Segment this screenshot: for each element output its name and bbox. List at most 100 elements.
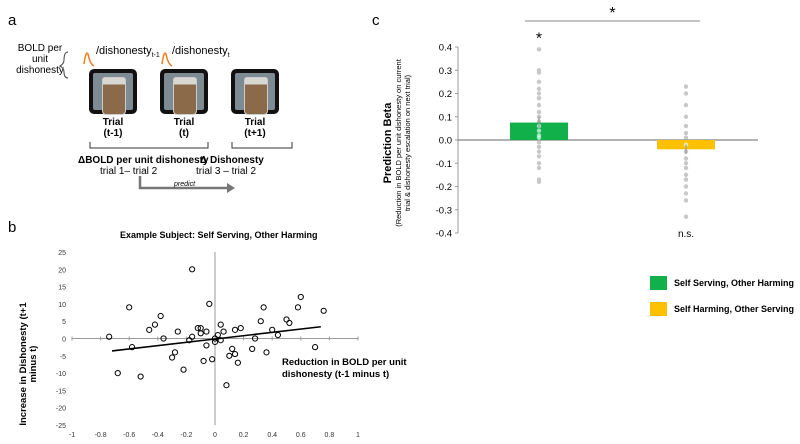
- y-tick-label: -0.2: [436, 182, 452, 193]
- predict-arrow: [138, 176, 230, 190]
- scatter-point: [251, 335, 259, 342]
- y-tick-label: -15: [56, 388, 66, 395]
- x-tick-label: -1: [69, 432, 75, 439]
- x-tick-label: 1: [356, 432, 360, 439]
- scatter-point: [214, 331, 221, 339]
- data-dot: [536, 109, 542, 115]
- data-dot: [683, 123, 689, 129]
- data-dot: [683, 156, 689, 161]
- brackets-and-arrow: [89, 142, 293, 193]
- scatter-point: [260, 304, 267, 311]
- scatter-point: [294, 304, 302, 311]
- scatter-point: [200, 357, 207, 365]
- x-tick-label: -0.6: [123, 432, 135, 439]
- significance-star-top: *: [609, 5, 615, 22]
- bracket-delta-dishonesty: [231, 142, 293, 149]
- x-tick-label: -0.2: [180, 432, 192, 439]
- scatter-point: [263, 349, 270, 356]
- hrf-curve-current: [161, 52, 173, 67]
- scatter-point: [312, 344, 319, 351]
- scatter-point: [217, 321, 224, 328]
- x-tick-label: -0.8: [95, 432, 107, 439]
- scatter-point: [114, 370, 121, 377]
- x-tick-label: 0.2: [239, 432, 249, 439]
- scatter-point: [231, 326, 239, 333]
- bar-chart: 0.4 0.3 0.2 0.1 0.0 -0.1 -0.2 -0.3 -0.4 * n.s. *: [436, 5, 758, 240]
- ratio-prev-label: /dishonestyt-1: [96, 45, 160, 60]
- bar-ylabel-sub1: (Reduction in BOLD per unit dishonesty o…: [394, 59, 403, 227]
- jar-of-coins-image: [173, 77, 197, 115]
- y-tick-label: -0.1: [436, 159, 452, 170]
- scatter-title: Example Subject: Self Serving, Other Har…: [120, 230, 318, 240]
- data-dot: [536, 128, 542, 133]
- left-brace: [58, 51, 69, 79]
- ratio-current-label: /dishonestyt: [172, 45, 230, 60]
- y-tick-label: 25: [58, 250, 66, 257]
- data-dot: [536, 86, 542, 92]
- predict-label: predict: [174, 181, 196, 188]
- scatter-point: [257, 318, 264, 325]
- scatter-point: [189, 266, 196, 273]
- data-dot: [683, 198, 689, 203]
- hrf-curve-prev: [83, 52, 95, 67]
- significance-star: *: [536, 30, 542, 47]
- scatter-point: [234, 359, 241, 366]
- jar-of-coins-image: [102, 77, 126, 115]
- scatter-point: [231, 350, 239, 358]
- scatter-point: [174, 328, 181, 335]
- data-dot: [536, 154, 542, 159]
- data-dot: [536, 95, 542, 101]
- trial-label-prev: Trial (t-1): [102, 117, 124, 139]
- y-tick-label: 0.4: [439, 43, 452, 54]
- jar-of-coins-image: [244, 77, 268, 115]
- y-tick-label: 5: [62, 319, 66, 326]
- x-tick-label: 0.8: [325, 432, 335, 439]
- data-dot: [683, 191, 689, 196]
- legend-swatch-yellow: [650, 302, 667, 316]
- panel-letter-c: c: [372, 12, 380, 29]
- legend-label-self-harming: Self Harming, Other Serving: [674, 304, 795, 314]
- scatter-point: [160, 335, 167, 342]
- trial-image-next: [231, 69, 279, 115]
- y-tick-label: -10: [56, 371, 66, 378]
- bar-ylabel-block: Prediction Beta (Reduction in BOLD per u…: [377, 30, 417, 250]
- data-dot: [683, 214, 689, 219]
- data-dot: [536, 179, 542, 185]
- ns-label: n.s.: [678, 229, 694, 240]
- y-tick-label: 20: [58, 267, 66, 274]
- bar-ylabel: Prediction Beta: [382, 102, 394, 184]
- scatter-point: [137, 373, 144, 380]
- scatter-point: [209, 356, 216, 363]
- scatter-point: [206, 300, 213, 308]
- x-tick-label: 0: [213, 432, 217, 439]
- data-dot: [683, 102, 689, 108]
- scatter-point: [203, 328, 210, 335]
- scatter-point: [220, 328, 227, 335]
- y-tick-label: 0.2: [439, 89, 452, 100]
- scatter-point: [226, 352, 233, 359]
- scatter-point: [189, 333, 196, 340]
- y-tick-label: -0.4: [436, 229, 452, 240]
- data-dot: [683, 165, 689, 171]
- legend-label-self-serving: Self Serving, Other Harming: [674, 278, 795, 288]
- delta-bold-sub-label: trial 1– trial 2: [100, 166, 158, 177]
- data-dot: [536, 135, 542, 140]
- y-tick-label: -5: [60, 354, 66, 361]
- panel-letter-b: b: [8, 219, 17, 236]
- data-dot: [536, 47, 542, 52]
- scatter-point: [128, 344, 136, 351]
- y-tick-label: 0.1: [439, 112, 452, 123]
- scatter-ylabel: Increase in Dishonesty (t+1 minus t): [18, 302, 39, 426]
- y-tick-label: -20: [56, 406, 66, 413]
- delta-dishonesty-label: Δ Dishonesty: [200, 155, 264, 166]
- x-tick-label: -0.4: [152, 432, 164, 439]
- panel-letter-a: a: [8, 12, 17, 29]
- delta-dishonesty-sub-label: trial 3 – trial 2: [196, 166, 257, 177]
- trial-image-prev: [89, 69, 137, 115]
- delta-bold-label: ΔBOLD per unit dishonesty: [78, 155, 209, 166]
- scatter-point: [297, 293, 304, 301]
- data-dot: [683, 114, 689, 119]
- scatter-point: [106, 333, 113, 340]
- y-tick-label: 0.0: [439, 136, 452, 147]
